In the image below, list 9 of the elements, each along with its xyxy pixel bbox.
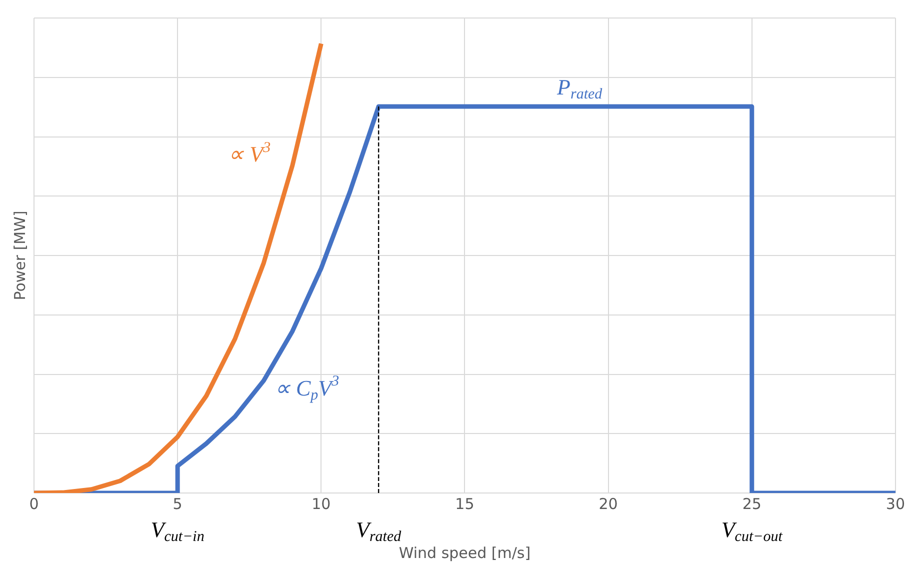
x-tick-label: 10 bbox=[312, 494, 331, 513]
x-tick-label: 0 bbox=[29, 494, 39, 513]
y-axis-title: Power [MW] bbox=[10, 210, 29, 300]
x-tick-label: 5 bbox=[172, 494, 182, 513]
x-tick-label: 25 bbox=[742, 494, 762, 513]
x-tick-label: 15 bbox=[455, 494, 474, 513]
x-tick-label: 20 bbox=[598, 494, 618, 513]
x-axis-title: Wind speed [m/s] bbox=[398, 544, 531, 562]
x-tick-label: 30 bbox=[886, 494, 906, 513]
